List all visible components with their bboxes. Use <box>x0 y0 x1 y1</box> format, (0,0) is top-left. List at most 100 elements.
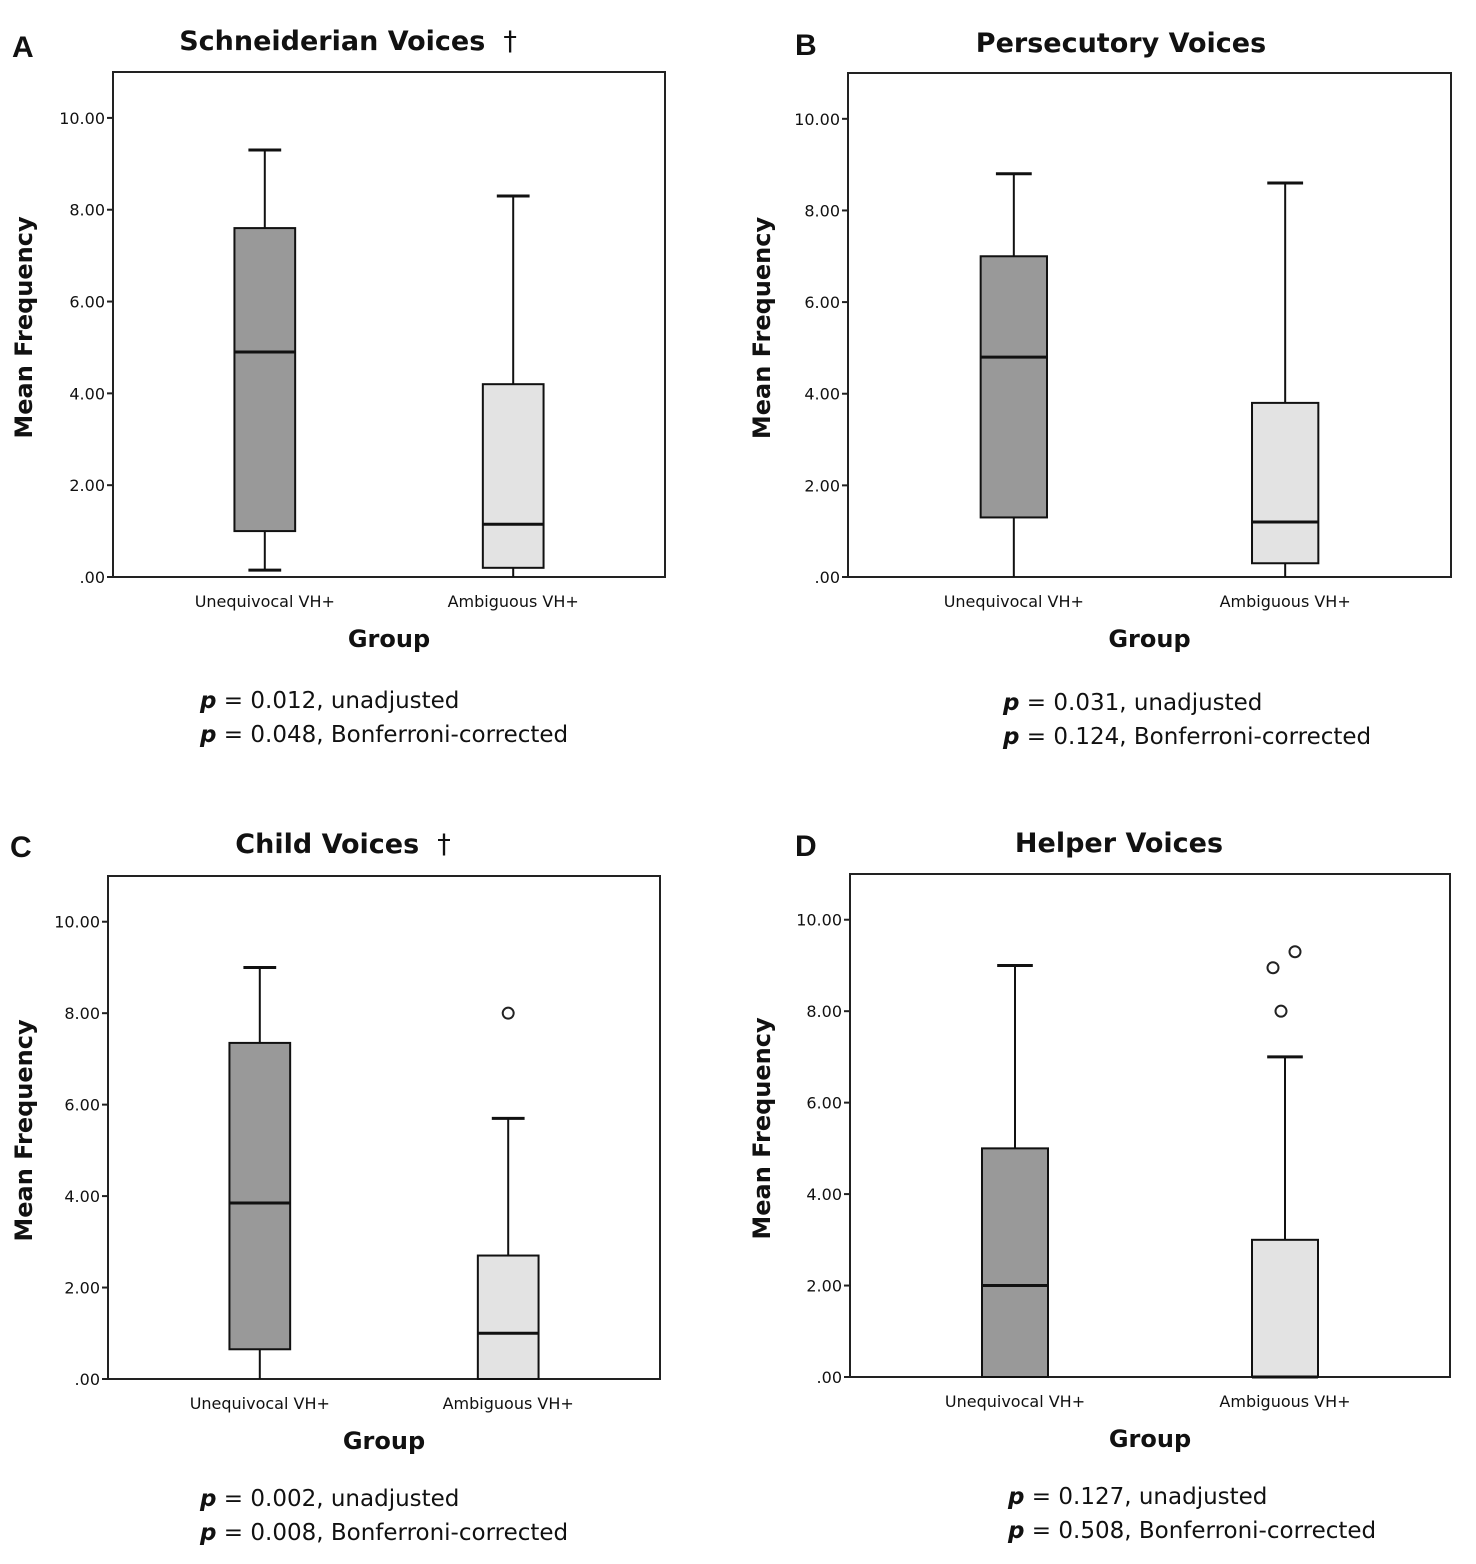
outlier-point <box>1274 1004 1288 1018</box>
y-tick-label: 6.00 <box>69 293 105 312</box>
x-tick-label: Unequivocal VH+ <box>945 1392 1085 1411</box>
iqr-box <box>979 255 1048 519</box>
outlier-point <box>1288 945 1302 959</box>
y-tick-label: 8.00 <box>804 201 840 220</box>
p-value-corrected: p = 0.508, Bonferroni-corrected <box>1008 1514 1376 1548</box>
y-axis-label: Mean Frequency <box>10 216 38 439</box>
equals-sign: = <box>1024 1484 1059 1510</box>
chart-title-text: Persecutory Voices <box>976 28 1266 59</box>
y-tick-label: 2.00 <box>806 1277 842 1296</box>
box-ambiguous <box>1251 181 1320 577</box>
equals-sign: = <box>216 1520 251 1546</box>
panel-letter: C <box>10 831 32 864</box>
p-value-text: 0.012, unadjusted <box>250 688 460 714</box>
box-plot-svg: A Schneiderian Voices † .00 2.00 4.00 6.00 8.00… <box>10 26 666 653</box>
x-tick-label: Ambiguous VH+ <box>448 592 579 611</box>
box-unequivocal <box>233 148 297 572</box>
p-symbol: p <box>1003 724 1020 750</box>
p-value-corrected: p = 0.008, Bonferroni-corrected <box>200 1516 568 1550</box>
p-value-unadjusted: p = 0.002, unadjusted <box>200 1482 568 1516</box>
p-value-unadjusted: p = 0.012, unadjusted <box>200 684 568 718</box>
p-value-text: 0.031, unadjusted <box>1053 690 1263 716</box>
p-value-note: p = 0.002, unadjusted p = 0.008, Bonferro… <box>200 1482 568 1550</box>
y-tick-label: 6.00 <box>806 1094 842 1113</box>
y-tick-label: 8.00 <box>69 201 105 220</box>
chart-title: Helper Voices <box>1015 828 1223 859</box>
x-tick-label: Ambiguous VH+ <box>1220 592 1351 611</box>
panel-letter: A <box>12 31 34 64</box>
p-value-text: 0.508, Bonferroni-corrected <box>1058 1518 1377 1544</box>
y-tick-label: .00 <box>817 1368 842 1387</box>
equals-sign: = <box>216 722 251 748</box>
y-tick-label: .00 <box>815 568 840 587</box>
y-axis-label: Mean Frequency <box>748 217 776 440</box>
y-tick-label: 8.00 <box>64 1004 100 1023</box>
x-tick-label: Unequivocal VH+ <box>190 1394 330 1413</box>
chart-title: Schneiderian Voices † <box>179 26 517 57</box>
iqr-box <box>1251 401 1320 565</box>
title-dagger-mark: † <box>503 26 517 57</box>
y-axis-label: Mean Frequency <box>748 1017 776 1240</box>
title-dagger-mark: † <box>437 829 451 860</box>
x-tick-label: Ambiguous VH+ <box>443 1394 574 1413</box>
y-tick-label: 2.00 <box>804 476 840 495</box>
p-value-note: p = 0.031, unadjusted p = 0.124, Bonferro… <box>1003 686 1371 754</box>
p-value-unadjusted: p = 0.031, unadjusted <box>1003 686 1371 720</box>
equals-sign: = <box>216 688 251 714</box>
equals-sign: = <box>1019 690 1054 716</box>
x-axis-label: Group <box>348 625 430 653</box>
y-tick-label: .00 <box>75 1370 100 1389</box>
equals-sign: = <box>1024 1518 1059 1544</box>
iqr-box <box>476 1254 540 1381</box>
box-plot-svg: D Helper Voices .00 2.00 4.00 6.00 8.00 10.00 Me… <box>748 828 1451 1453</box>
y-tick-label: 10.00 <box>794 110 840 129</box>
chart-panel-a: A Schneiderian Voices † .00 2.00 4.00 6.00 8.00… <box>0 0 738 782</box>
y-tick-label: 2.00 <box>64 1279 100 1298</box>
x-axis-label: Group <box>1108 625 1190 653</box>
p-value-text: 0.127, unadjusted <box>1058 1484 1268 1510</box>
equals-sign: = <box>1019 724 1054 750</box>
y-tick-label: 10.00 <box>59 109 105 128</box>
y-tick-label: 4.00 <box>804 385 840 404</box>
chart-title-text: Child Voices <box>235 829 419 860</box>
x-tick-label: Unequivocal VH+ <box>944 592 1084 611</box>
chart-title-text: Helper Voices <box>1015 828 1223 859</box>
x-tick-label: Ambiguous VH+ <box>1219 1392 1350 1411</box>
box-ambiguous <box>481 194 545 577</box>
x-tick-label: Unequivocal VH+ <box>195 592 335 611</box>
p-value-corrected: p = 0.048, Bonferroni-corrected <box>200 718 568 752</box>
equals-sign: = <box>216 1486 251 1512</box>
iqr-box <box>228 1041 292 1351</box>
p-value-text: 0.008, Bonferroni-corrected <box>250 1520 569 1546</box>
p-symbol: p <box>200 1520 217 1546</box>
p-value-note: p = 0.012, unadjusted p = 0.048, Bonferro… <box>200 684 568 752</box>
p-value-corrected: p = 0.124, Bonferroni-corrected <box>1003 720 1371 754</box>
box-plot-svg: C Child Voices † .00 2.00 4.00 6.00 8.00 10.00 Me… <box>10 829 661 1455</box>
x-axis-label: Group <box>1109 1425 1191 1453</box>
plot-frame <box>112 71 666 578</box>
y-tick-label: 10.00 <box>54 913 100 932</box>
iqr-box <box>481 383 545 569</box>
chart-panel-b: B Persecutory Voices .00 2.00 4.00 6.00 8.00 10… <box>738 0 1476 782</box>
box-ambiguous <box>1251 945 1319 1379</box>
y-tick-label: 4.00 <box>806 1185 842 1204</box>
p-symbol: p <box>200 1486 217 1512</box>
box-unequivocal <box>981 963 1049 1379</box>
plot-frame <box>849 873 1451 1378</box>
p-value-note: p = 0.127, unadjusted p = 0.508, Bonferro… <box>1008 1480 1376 1548</box>
y-tick-label: 6.00 <box>804 293 840 312</box>
y-tick-label: 8.00 <box>806 1002 842 1021</box>
p-symbol: p <box>200 722 217 748</box>
y-tick-label: 6.00 <box>64 1096 100 1115</box>
chart-panel-d: D Helper Voices .00 2.00 4.00 6.00 8.00 10.00 Me… <box>738 782 1476 1564</box>
chart-title-text: Schneiderian Voices <box>179 26 485 57</box>
p-value-text: 0.048, Bonferroni-corrected <box>250 722 569 748</box>
y-tick-label: 4.00 <box>64 1187 100 1206</box>
box-plot-svg: B Persecutory Voices .00 2.00 4.00 6.00 8.00 10… <box>748 28 1452 653</box>
box-ambiguous <box>476 1006 540 1381</box>
p-value-unadjusted: p = 0.127, unadjusted <box>1008 1480 1376 1514</box>
x-axis-label: Group <box>343 1427 425 1455</box>
p-symbol: p <box>1008 1484 1025 1510</box>
iqr-box <box>981 1147 1049 1379</box>
chart-title: Child Voices † <box>235 829 450 860</box>
